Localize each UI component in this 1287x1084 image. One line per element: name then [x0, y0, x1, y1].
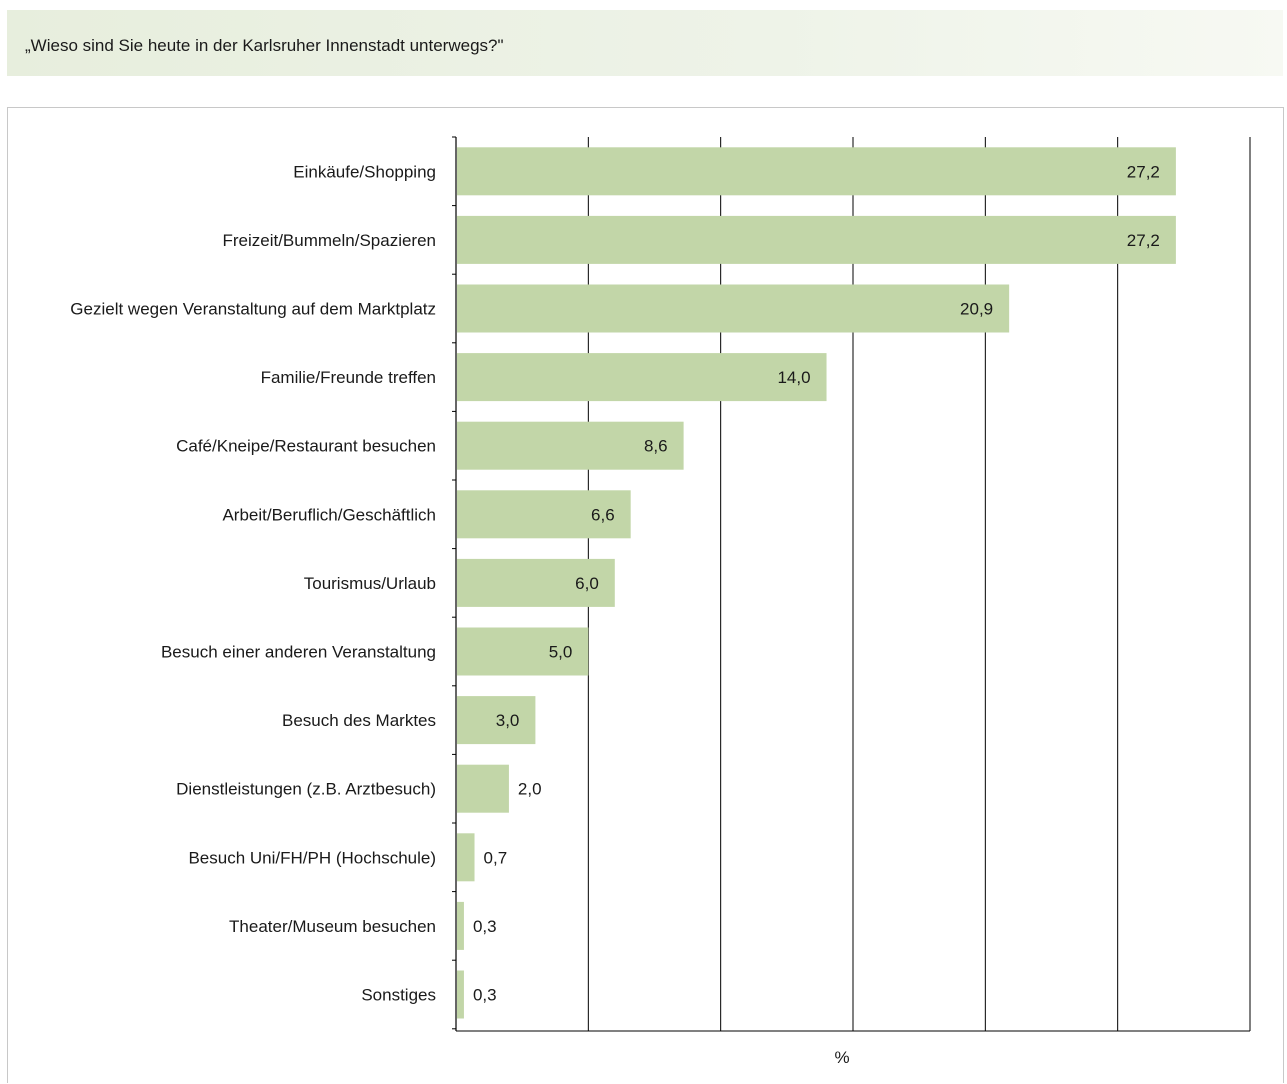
- chart-frame: [7, 107, 1284, 1083]
- value-label-9: 2,0: [518, 780, 542, 799]
- question-text: „Wieso sind Sie heute in der Karlsruher …: [25, 36, 504, 55]
- category-label-12: Sonstiges: [361, 986, 436, 1005]
- bar-3: [457, 353, 827, 402]
- value-label-7: 5,0: [549, 643, 573, 662]
- category-label-2: Gezielt wegen Veranstaltung auf dem Mark…: [70, 300, 436, 319]
- bar-11: [457, 901, 464, 950]
- value-label-5: 6,6: [591, 505, 615, 524]
- question-header: „Wieso sind Sie heute in der Karlsruher …: [7, 10, 1283, 76]
- bar-6: [457, 558, 615, 607]
- value-label-10: 0,7: [484, 848, 508, 867]
- bar-4: [457, 421, 684, 470]
- bar-10: [457, 833, 475, 882]
- bar-2: [457, 284, 1010, 333]
- label-layer: Einkäufe/Shopping 27,2 Freizeit/Bummeln/Sp…: [70, 162, 1160, 1004]
- value-label-6: 6,0: [575, 574, 599, 593]
- category-label-1: Freizeit/Bummeln/Spazieren: [222, 231, 436, 250]
- value-label-3: 14,0: [777, 368, 810, 387]
- value-label-11: 0,3: [473, 917, 497, 936]
- bar-7: [457, 627, 589, 676]
- category-label-5: Arbeit/Beruflich/Geschäftlich: [222, 505, 436, 524]
- axis-layer: [452, 136, 1251, 1032]
- bar-5: [457, 490, 631, 539]
- bar-0: [457, 147, 1176, 196]
- category-label-3: Familie/Freunde treffen: [261, 368, 436, 387]
- category-label-7: Besuch einer anderen Veranstaltung: [161, 643, 436, 662]
- category-label-11: Theater/Museum besuchen: [229, 917, 436, 936]
- bar-layer: [457, 147, 1176, 1019]
- category-label-10: Besuch Uni/FH/PH (Hochschule): [188, 848, 436, 867]
- category-label-8: Besuch des Marktes: [282, 711, 436, 730]
- category-label-0: Einkäufe/Shopping: [293, 162, 436, 181]
- category-label-4: Café/Kneipe/Restaurant besuchen: [176, 437, 436, 456]
- category-label-6: Tourismus/Urlaub: [304, 574, 436, 593]
- bar-9: [457, 764, 509, 813]
- value-label-1: 27,2: [1127, 231, 1160, 250]
- value-label-2: 20,9: [960, 300, 993, 319]
- grid-layer: [587, 137, 1119, 1031]
- bar-12: [457, 970, 464, 1019]
- category-label-9: Dienstleistungen (z.B. Arztbesuch): [176, 780, 436, 799]
- bar-8: [457, 696, 536, 745]
- bar-1: [457, 215, 1176, 264]
- value-label-8: 3,0: [496, 711, 520, 730]
- value-label-0: 27,2: [1127, 162, 1160, 181]
- x-axis-title: %: [834, 1048, 849, 1067]
- value-label-4: 8,6: [644, 437, 668, 456]
- value-label-12: 0,3: [473, 986, 497, 1005]
